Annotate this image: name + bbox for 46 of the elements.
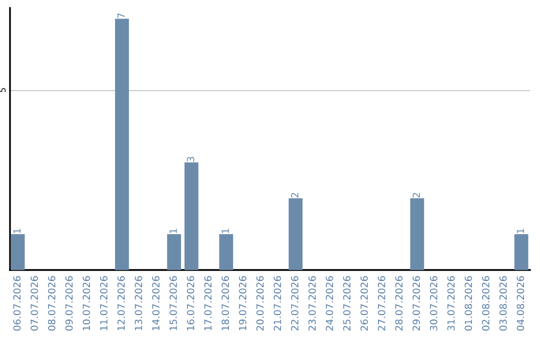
data-label: 1 bbox=[516, 228, 524, 234]
x-tick-label: 21.07.2026 bbox=[274, 276, 282, 331]
x-tick-label: 08.07.2026 bbox=[48, 276, 56, 331]
x-tick-label: 29.07.2026 bbox=[412, 276, 420, 331]
bar bbox=[288, 198, 303, 270]
bar bbox=[10, 234, 25, 270]
x-tick-label: 31.07.2026 bbox=[447, 276, 455, 330]
x-tick-label: 12.07.2026 bbox=[117, 276, 125, 330]
data-label: 7 bbox=[118, 13, 125, 18]
x-tick-label: 27.07.2026 bbox=[378, 276, 386, 331]
x-tick-label: 19.07.2026 bbox=[238, 276, 246, 330]
x-tick-label: 01.08.2026 bbox=[464, 276, 472, 331]
x-tick-label: 02.08.2026 bbox=[482, 276, 490, 331]
x-tick-label: 07.07.2026 bbox=[30, 276, 38, 331]
data-label: 2 bbox=[412, 193, 420, 198]
x-tick-label: 03.08.2026 bbox=[499, 276, 507, 331]
bar bbox=[219, 234, 234, 270]
bar bbox=[514, 234, 528, 270]
x-tick-label: 04.08.2026 bbox=[516, 276, 524, 331]
x-tick-label: 24.07.2026 bbox=[326, 276, 334, 331]
bar bbox=[410, 198, 424, 270]
x-tick-label: 22.07.2026 bbox=[291, 276, 298, 331]
x-tick-label: 06.07.2026 bbox=[13, 276, 21, 331]
x-tick-label: 26.07.2026 bbox=[360, 276, 368, 331]
data-label: 3 bbox=[186, 156, 194, 162]
x-tick-label: 15.07.2026 bbox=[170, 276, 177, 330]
bar bbox=[167, 234, 182, 270]
data-label: 1 bbox=[170, 228, 177, 234]
data-label: 2 bbox=[291, 193, 298, 198]
x-tick-label: 20.07.2026 bbox=[256, 276, 264, 331]
x-tick-label: 16.07.2026 bbox=[186, 276, 194, 330]
x-tick-label: 18.07.2026 bbox=[222, 276, 229, 330]
x-tick-label: 13.07.2026 bbox=[134, 276, 142, 330]
data-label: 1 bbox=[222, 228, 229, 234]
data-label: 1 bbox=[13, 228, 20, 234]
bar bbox=[184, 162, 198, 270]
x-tick-label: 14.07.2026 bbox=[152, 276, 160, 330]
x-tick-label: 09.07.2026 bbox=[65, 276, 73, 331]
x-tick-label: 11.07.2026 bbox=[100, 276, 108, 330]
x-tick-label: 17.07.2026 bbox=[204, 276, 212, 330]
x-tick-label: 28.07.2026 bbox=[395, 276, 403, 331]
x-tick-label: 23.07.2026 bbox=[308, 276, 316, 331]
x-tick-label: 10.07.2026 bbox=[82, 276, 90, 330]
x-tick-label: 25.07.2026 bbox=[343, 276, 351, 331]
bar bbox=[115, 18, 129, 270]
x-tick-label: 30.07.2026 bbox=[430, 276, 438, 330]
